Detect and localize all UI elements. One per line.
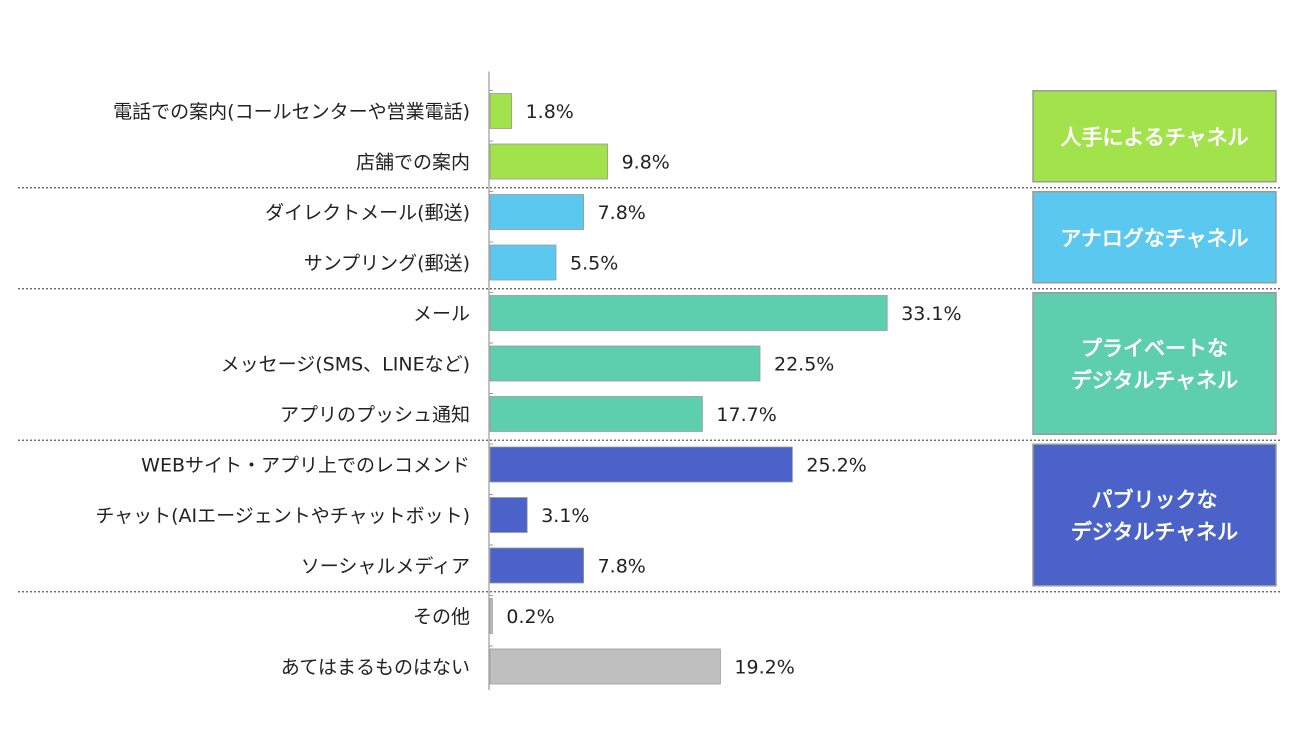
group-box	[1032, 443, 1277, 587]
category-label: 電話での案内(コールセンターや営業電話)	[113, 101, 470, 123]
group-label: デジタルチャネル	[1071, 520, 1238, 544]
group-box	[1032, 191, 1277, 284]
value-label: 17.7%	[716, 404, 776, 426]
category-label: 店舗での案内	[356, 152, 470, 174]
bar	[489, 396, 703, 432]
value-label: 7.8%	[598, 202, 646, 224]
bar	[489, 295, 888, 331]
group-label: デジタルチャネル	[1071, 369, 1238, 393]
category-label: WEBサイト・アプリ上でのレコメンド	[141, 455, 470, 477]
bar	[489, 446, 793, 483]
value-label: 19.2%	[734, 657, 794, 679]
bar	[489, 547, 584, 584]
value-label: 25.2%	[806, 455, 866, 477]
value-label: 3.1%	[541, 505, 589, 527]
value-label: 1.8%	[526, 101, 574, 123]
bar	[489, 345, 761, 382]
group-label: プライベートな	[1081, 337, 1228, 361]
group-box	[1032, 90, 1277, 183]
group-box	[1032, 292, 1277, 435]
bar	[489, 497, 528, 533]
category-label: メール	[413, 303, 470, 325]
value-label: 5.5%	[570, 253, 618, 275]
category-label: メッセージ(SMS、LINEなど)	[221, 354, 470, 376]
value-label: 0.2%	[506, 606, 554, 628]
category-label: ソーシャルメディア	[301, 556, 470, 578]
bar	[489, 244, 557, 281]
category-label: ダイレクトメール(郵送)	[265, 202, 470, 224]
group-label: 人手によるチャネル	[1060, 125, 1248, 149]
category-label: あてはまるものはない	[281, 657, 470, 679]
bar	[489, 598, 493, 634]
group-label: パブリックな	[1092, 488, 1218, 512]
bar	[489, 648, 721, 685]
value-label: 9.8%	[622, 152, 670, 174]
category-label: その他	[413, 606, 470, 628]
category-label: アプリのプッシュ通知	[280, 404, 470, 426]
bar	[489, 143, 608, 180]
bar	[489, 93, 513, 129]
value-label: 22.5%	[774, 354, 834, 376]
bar	[489, 194, 584, 230]
category-label: チャット(AIエージェントやチャットボット)	[95, 505, 470, 527]
value-label: 7.8%	[598, 556, 646, 578]
value-label: 33.1%	[901, 303, 961, 325]
category-label: サンプリング(郵送)	[304, 253, 470, 275]
group-label: アナログなチャネル	[1060, 226, 1248, 250]
